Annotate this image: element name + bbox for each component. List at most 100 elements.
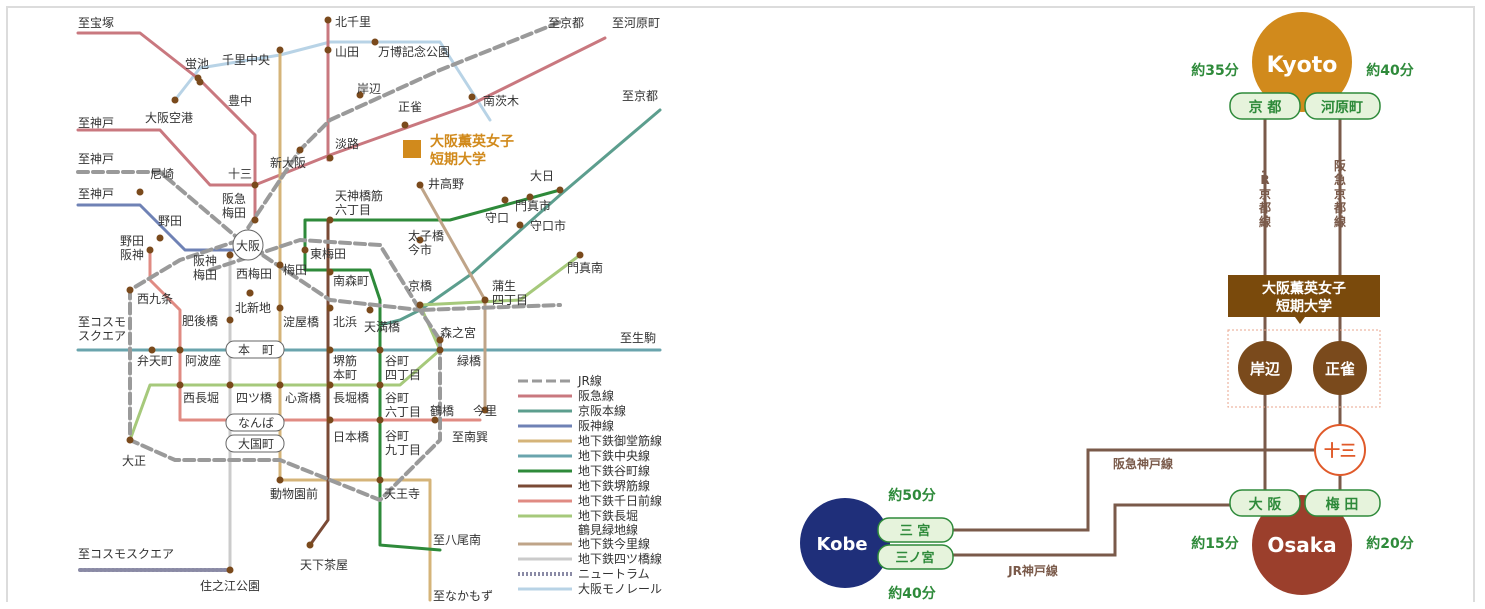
- station-dot: [171, 96, 179, 104]
- station-kishibe: 岸辺: [357, 82, 381, 96]
- station-dot: [226, 251, 234, 259]
- legend-label: 阪急線: [578, 388, 614, 403]
- station-kitasenri: 北千里: [335, 15, 371, 29]
- hankyu-kobe-line-label: 阪急神戸線: [1113, 456, 1173, 471]
- kishibe-node: 岸辺: [1250, 360, 1281, 378]
- station-dot: [276, 261, 284, 269]
- station-tengachaya: 天下茶屋: [300, 557, 348, 572]
- station-shinsaibashi: 心斎橋: [285, 390, 321, 405]
- school-label: 大阪薫英女子 短期大学: [430, 133, 519, 168]
- station-dot: [366, 306, 374, 314]
- line-tanimachi: [303, 188, 562, 552]
- direction-to_minaminomiya: 至南巽: [452, 429, 488, 444]
- station-dainichi: 大日: [530, 169, 554, 183]
- station-pill-namba: [225, 413, 285, 432]
- station-noda: 野田: [158, 214, 182, 228]
- station-dot: [576, 251, 584, 259]
- station-kyobashi: 京橋: [408, 279, 432, 293]
- legend-label: 地下鉄今里線: [578, 536, 650, 551]
- map-frame: [6, 6, 1475, 602]
- station-tanimachi9: 谷町九丁目: [385, 429, 421, 457]
- line-jr-loop: [128, 238, 442, 502]
- osaka-name: Osaka: [1267, 533, 1336, 557]
- station-kadoma: 門真市: [515, 198, 551, 213]
- station-dot: [481, 406, 489, 414]
- legend: JR線阪急線京阪本線阪神線地下鉄御堂筋線地下鉄中央線地下鉄谷町線地下鉄堺筋線地下…: [518, 373, 662, 596]
- station-dot: [226, 316, 234, 324]
- legend-label: 地下鉄中央線: [578, 448, 650, 463]
- kobe-time-top: 約50分: [888, 487, 935, 504]
- kyoto-circle: [1252, 12, 1352, 112]
- station-dot: [136, 188, 144, 196]
- legend-label: 地下鉄千日前線: [578, 493, 662, 508]
- station-circle-osaka: [232, 229, 264, 261]
- station-dot: [436, 346, 444, 354]
- station-dot: [436, 336, 444, 344]
- station-nishi_umeda: 西梅田: [236, 266, 272, 281]
- station-yodoyabashi: 淀屋橋: [283, 315, 319, 329]
- station-dot: [276, 304, 284, 312]
- station-sakaisuji_hommachi: 堺筋本町: [333, 353, 357, 382]
- osaka-right-station: 梅 田: [1326, 496, 1359, 513]
- station-dot: [306, 541, 314, 549]
- station-taisho: 大正: [122, 454, 146, 468]
- station-osaka: 大阪: [236, 239, 260, 253]
- station-dot: [126, 436, 134, 444]
- station-dot: [324, 16, 332, 24]
- kyoto-name: Kyoto: [1267, 53, 1338, 78]
- station-dot: [296, 146, 304, 154]
- hankyu-kyoto-line-label: 阪急京都線: [1333, 159, 1347, 229]
- station-namba: なんば: [238, 416, 274, 430]
- legend-label: 地下鉄谷町線: [578, 463, 650, 478]
- line-jr-kobe: [76, 170, 242, 242]
- station-dot: [326, 416, 334, 424]
- station-dot: [326, 154, 334, 162]
- station-dot: [371, 38, 379, 46]
- station-imazato: 今里: [473, 403, 497, 418]
- kyoto-left-station: 京 都: [1249, 99, 1282, 116]
- station-dot: [481, 296, 489, 304]
- jr-kobe-line-label: JR神戸線: [1007, 563, 1058, 578]
- direction-to_kawaramachi: 至河原町: [612, 16, 660, 30]
- station-dot: [416, 181, 424, 189]
- station-dobutsuen: 動物園前: [270, 486, 318, 501]
- legend-label: 阪神線: [578, 418, 614, 433]
- line-jr-tozai: [208, 238, 562, 312]
- direction-to_kobe_3: 至神戸: [78, 187, 114, 201]
- line-keihan: [378, 108, 662, 327]
- juso-node: 十三: [1324, 441, 1356, 460]
- station-banpaku: 万博記念公園: [378, 44, 450, 59]
- station-dot: [246, 289, 254, 297]
- station-morinomiya: 森之宮: [440, 325, 476, 340]
- station-dot: [376, 476, 384, 484]
- station-dot: [401, 121, 409, 129]
- station-nipponbashi: 日本橋: [333, 430, 369, 444]
- legend-label: 地下鉄御堂筋線: [578, 433, 662, 448]
- direction-to_ikoma: 至生駒: [620, 331, 656, 345]
- station-kitashinchi: 北新地: [235, 300, 271, 315]
- station-pill-daikokucho: [225, 434, 285, 453]
- direction-to_yao: 至八尾南: [433, 532, 481, 547]
- station-suminoe: 住之江公園: [200, 579, 260, 593]
- station-dot: [526, 193, 534, 201]
- station-iketakano: 井高野: [428, 176, 464, 191]
- direction-to_nakamozu: 至なかもず: [433, 589, 493, 603]
- station-juso: 十三: [228, 167, 252, 181]
- school-marker: [403, 140, 421, 158]
- jr-kyoto-line-label: J R 京都線: [1258, 159, 1271, 229]
- legend-label: ニュートラム: [578, 567, 650, 581]
- legend-label: JR線: [577, 373, 602, 388]
- station-umeda: 梅田: [283, 262, 307, 277]
- direction-to_takarazuka: 至宝塚: [78, 16, 114, 30]
- station-dot: [301, 246, 309, 254]
- station-nishinagahori: 西長堀: [183, 390, 219, 405]
- station-hanshin_umeda: 阪神梅田: [193, 254, 217, 282]
- osaka-left-station: 大 阪: [1249, 496, 1283, 513]
- direction-to_kobe_1: 至神戸: [78, 116, 114, 130]
- direction-to_kobe_2: 至神戸: [78, 152, 114, 166]
- direction-to_kyoto_2: 至京都: [622, 89, 658, 103]
- station-dot: [326, 216, 334, 224]
- osaka-rail-map: 大阪薫英女子 短期大学 北千里山田 万博記念公園蛍池 千里中央豊中大阪空港岸辺正雀南…: [76, 15, 662, 603]
- kobe-circle: [800, 498, 890, 588]
- station-dot: [501, 196, 509, 204]
